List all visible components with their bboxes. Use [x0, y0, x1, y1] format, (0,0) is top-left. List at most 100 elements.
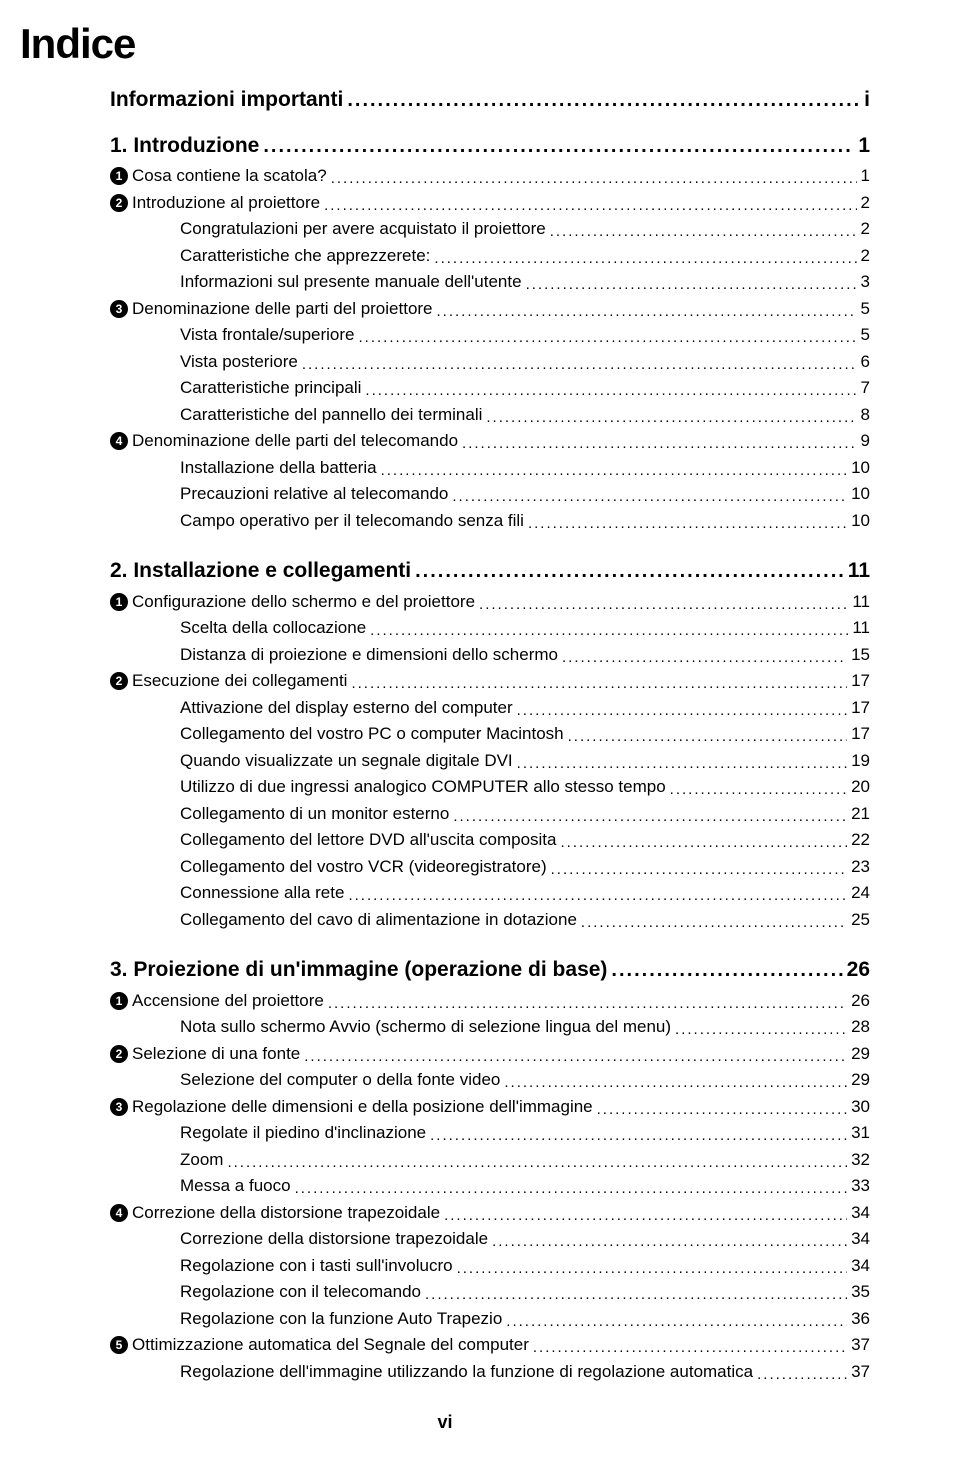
leader-dots: [551, 856, 847, 880]
toc-sub-label: Attivazione del display esterno del comp…: [180, 695, 513, 721]
toc-sub-label: Installazione della batteria: [180, 455, 377, 481]
toc-entry: Regolate il piedino d'inclinazione31: [20, 1120, 870, 1146]
page-number: 17: [851, 695, 870, 721]
toc-entry: Zoom 32: [20, 1147, 870, 1173]
toc-entry: Messa a fuoco33: [20, 1173, 870, 1199]
toc-sub-label: Nota sullo schermo Avvio (schermo di sel…: [180, 1014, 671, 1040]
leader-dots: [550, 218, 857, 242]
leader-dots: [528, 510, 847, 534]
toc-entry: Vista posteriore6: [20, 349, 870, 375]
page-number: 34: [851, 1253, 870, 1279]
leader-dots: [331, 165, 857, 189]
toc-entry: Collegamento del cavo di alimentazione i…: [20, 907, 870, 933]
leader-dots: [425, 1281, 847, 1305]
toc-sub-label: Vista frontale/superiore: [180, 322, 355, 348]
toc-entry: 3. Proiezione di un'immagine (operazione…: [20, 954, 870, 986]
page-number: 9: [861, 428, 870, 454]
leader-dots: [533, 1334, 847, 1358]
section-number-icon: 3: [110, 300, 128, 318]
toc-sub-label: Collegamento del lettore DVD all'uscita …: [180, 827, 556, 853]
toc-sub-label: Zoom: [180, 1147, 223, 1173]
toc-entry: Installazione della batteria10: [20, 455, 870, 481]
toc-section-label: Ottimizzazione automatica del Segnale de…: [132, 1332, 529, 1358]
toc-entry: 2. Installazione e collegamenti11: [20, 555, 870, 587]
toc-entry: Distanza di proiezione e dimensioni dell…: [20, 642, 870, 668]
toc-entry: Campo operativo per il telecomando senza…: [20, 508, 870, 534]
page-number: 6: [861, 349, 870, 375]
toc-entry: Informazioni sul presente manuale dell'u…: [20, 269, 870, 295]
section-number-icon: 1: [110, 992, 128, 1010]
leader-dots: [347, 84, 860, 116]
leader-dots: [328, 990, 847, 1014]
toc-sub-label: Informazioni sul presente manuale dell'u…: [180, 269, 522, 295]
leader-dots: [453, 803, 847, 827]
page-number: 30: [851, 1094, 870, 1120]
page-number: 10: [851, 508, 870, 534]
leader-dots: [675, 1016, 847, 1040]
toc-sub-label: Caratteristiche principali: [180, 375, 361, 401]
toc-sub-label: Caratteristiche che apprezzerete:: [180, 243, 430, 269]
leader-dots: [504, 1069, 847, 1093]
page-number: 17: [851, 721, 870, 747]
toc-entry: Collegamento del vostro PC o computer Ma…: [20, 721, 870, 747]
page-number: 19: [851, 748, 870, 774]
toc-section-label: Esecuzione dei collegamenti: [132, 668, 347, 694]
leader-dots: [430, 1122, 847, 1146]
section-number-icon: 5: [110, 1336, 128, 1354]
toc-entry: 2 Selezione di una fonte29: [20, 1041, 870, 1067]
leader-dots: [611, 954, 842, 986]
leader-dots: [670, 776, 847, 800]
section-number-icon: 3: [110, 1098, 128, 1116]
table-of-contents: Informazioni importantii1. Introduzione1…: [20, 84, 870, 1384]
page-footer: vi: [20, 1412, 870, 1433]
page-number: 37: [851, 1359, 870, 1385]
section-number-icon: 4: [110, 432, 128, 450]
toc-entry: Attivazione del display esterno del comp…: [20, 695, 870, 721]
toc-chapter-label: 3. Proiezione di un'immagine (operazione…: [110, 954, 607, 986]
leader-dots: [434, 245, 856, 269]
toc-sub-label: Collegamento del vostro VCR (videoregist…: [180, 854, 547, 880]
toc-entry: Regolazione con i tasti sull'involucro34: [20, 1253, 870, 1279]
toc-section-label: Introduzione al proiettore: [132, 190, 320, 216]
page-number: 34: [851, 1200, 870, 1226]
page-number: 34: [851, 1226, 870, 1252]
toc-entry: 3 Denominazione delle parti del proietto…: [20, 296, 870, 322]
page-number: 32: [851, 1147, 870, 1173]
toc-entry: 3 Regolazione delle dimensioni e della p…: [20, 1094, 870, 1120]
toc-sub-label: Precauzioni relative al telecomando: [180, 481, 448, 507]
leader-dots: [462, 430, 856, 454]
page-number: 2: [861, 243, 870, 269]
toc-section-label: Denominazione delle parti del telecomand…: [132, 428, 458, 454]
leader-dots: [562, 644, 847, 668]
page-number: 37: [851, 1332, 870, 1358]
page-number: 26: [851, 988, 870, 1014]
toc-chapter-group: 2. Installazione e collegamenti111 Confi…: [20, 555, 870, 932]
page-number: 1: [858, 130, 870, 162]
page-number: 11: [852, 589, 870, 615]
leader-dots: [263, 130, 854, 162]
toc-chapter-group: 3. Proiezione di un'immagine (operazione…: [20, 954, 870, 1384]
toc-entry: 2 Introduzione al proiettore2: [20, 190, 870, 216]
page-number: 29: [851, 1067, 870, 1093]
leader-dots: [452, 483, 847, 507]
section-number-icon: 4: [110, 1204, 128, 1222]
toc-sub-label: Messa a fuoco: [180, 1173, 291, 1199]
page-number: 5: [861, 322, 870, 348]
toc-sub-label: Scelta della collocazione: [180, 615, 366, 641]
toc-entry: Scelta della collocazione11: [20, 615, 870, 641]
toc-entry: Regolazione dell'immagine utilizzando la…: [20, 1359, 870, 1385]
section-number-icon: 1: [110, 167, 128, 185]
toc-entry: Nota sullo schermo Avvio (schermo di sel…: [20, 1014, 870, 1040]
toc-section-label: Regolazione delle dimensioni e della pos…: [132, 1094, 593, 1120]
leader-dots: [492, 1228, 847, 1252]
leader-dots: [457, 1255, 848, 1279]
toc-entry: Correzione della distorsione trapezoidal…: [20, 1226, 870, 1252]
leader-dots: [597, 1096, 847, 1120]
toc-entry: 5 Ottimizzazione automatica del Segnale …: [20, 1332, 870, 1358]
toc-section-label: Selezione di una fonte: [132, 1041, 300, 1067]
page-number: 2: [861, 216, 870, 242]
toc-sub-label: Collegamento del cavo di alimentazione i…: [180, 907, 577, 933]
page-number: 35: [851, 1279, 870, 1305]
toc-entry: Collegamento del vostro VCR (videoregist…: [20, 854, 870, 880]
toc-entry: Selezione del computer o della fonte vid…: [20, 1067, 870, 1093]
